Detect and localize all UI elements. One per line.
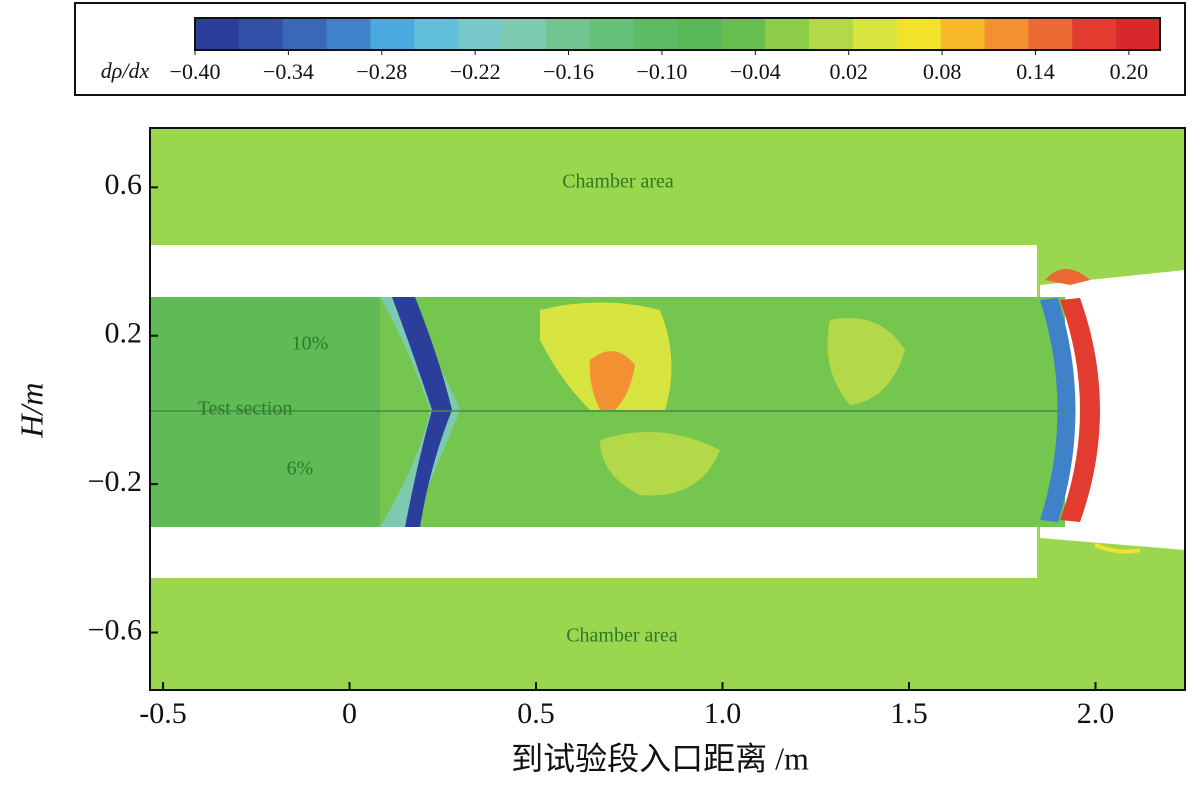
field	[150, 128, 1185, 690]
colorbar-swatch	[458, 18, 503, 50]
colorbar-tick-label: −0.28	[356, 59, 407, 84]
colorbar-border	[194, 17, 1161, 51]
x-tick-label: 1.0	[704, 697, 742, 730]
shock	[392, 297, 452, 527]
colorbar-swatch	[326, 18, 371, 50]
colorbar-swatch	[633, 18, 678, 50]
colorbar-swatch	[545, 18, 591, 50]
colorbar-swatch	[195, 18, 240, 50]
x-tick-label: 0.5	[517, 697, 555, 730]
y-tick-label: 0.6	[105, 168, 143, 201]
x-tick-label: 1.5	[890, 697, 928, 730]
colorbar-swatch	[1116, 18, 1161, 50]
x-tick-label: 2.0	[1077, 697, 1115, 730]
colorbar-tick-label: 0.20	[1110, 59, 1149, 84]
axes: -0.5 0 0.5 1.0 1.5 2.0 0.6 0.2 −0.2 −0.6	[88, 168, 1115, 730]
colorbar-swatch	[940, 18, 986, 50]
colorbar-tick-label: −0.34	[263, 59, 314, 84]
plot-frame	[149, 127, 1186, 691]
colorbar-swatch	[589, 18, 635, 50]
colorbar: −0.40 −0.34 −0.28 −0.22 −0.16 −0.10 −0.04 0.02 0…	[170, 17, 1161, 84]
orange-zone	[589, 351, 635, 410]
x-tick-label: -0.5	[139, 697, 187, 730]
colorbar-swatch	[896, 18, 942, 50]
colorbar-swatch	[1072, 18, 1117, 50]
colorbar-swatch	[282, 18, 328, 50]
shock-front	[1040, 298, 1076, 522]
lip-vortex	[1094, 543, 1141, 554]
inlet-region	[150, 297, 380, 527]
lower-wall	[150, 527, 1037, 578]
y-tick-label: 0.2	[105, 317, 143, 350]
y-tick-label: −0.6	[88, 613, 142, 646]
colorbar-label: dρ/dx	[101, 58, 150, 83]
colorbar-tick-label: −0.22	[450, 59, 501, 84]
y-tick-label: −0.2	[88, 465, 142, 498]
annotation: Chamber area	[562, 171, 674, 193]
colorbar-tick-label: −0.40	[170, 59, 221, 84]
colorbar-swatch	[809, 18, 854, 50]
lip-vortex	[1045, 269, 1090, 285]
colorbar-swatch	[414, 18, 459, 50]
terminal-shock	[1060, 298, 1100, 522]
colorbar-swatch	[370, 18, 415, 50]
colorbar-swatch	[238, 18, 284, 50]
colorbar-swatch	[721, 18, 766, 50]
colorbar-tick-label: 0.08	[923, 59, 962, 84]
colorbar-swatch	[852, 18, 898, 50]
colorbar-swatch	[502, 18, 547, 50]
upper-wall	[150, 245, 1037, 297]
colorbar-tick-label: 0.14	[1016, 59, 1055, 84]
colorbar-swatch	[765, 18, 810, 50]
annotation: Chamber area	[566, 625, 678, 647]
annotation: 10%	[292, 333, 329, 355]
x-tick-label: 0	[342, 697, 357, 730]
annotation: Test section	[198, 398, 293, 420]
colorbar-tick-label: −0.16	[543, 59, 594, 84]
colorbar-swatch	[1028, 18, 1073, 50]
colorbar-tick-label: 0.02	[829, 59, 868, 84]
colorbar-tick-label: −0.04	[730, 59, 781, 84]
y-axis-label: H/m	[13, 382, 49, 438]
yellow-zone	[600, 432, 720, 496]
x-axis-label: 到试验段入口距离 /m	[511, 740, 809, 776]
yellow-zone	[827, 318, 905, 405]
colorbar-tick-label: −0.10	[636, 59, 687, 84]
colorbar-swatch	[677, 18, 722, 50]
colorbar-swatch	[984, 18, 1029, 50]
annotation: 6%	[287, 458, 314, 480]
